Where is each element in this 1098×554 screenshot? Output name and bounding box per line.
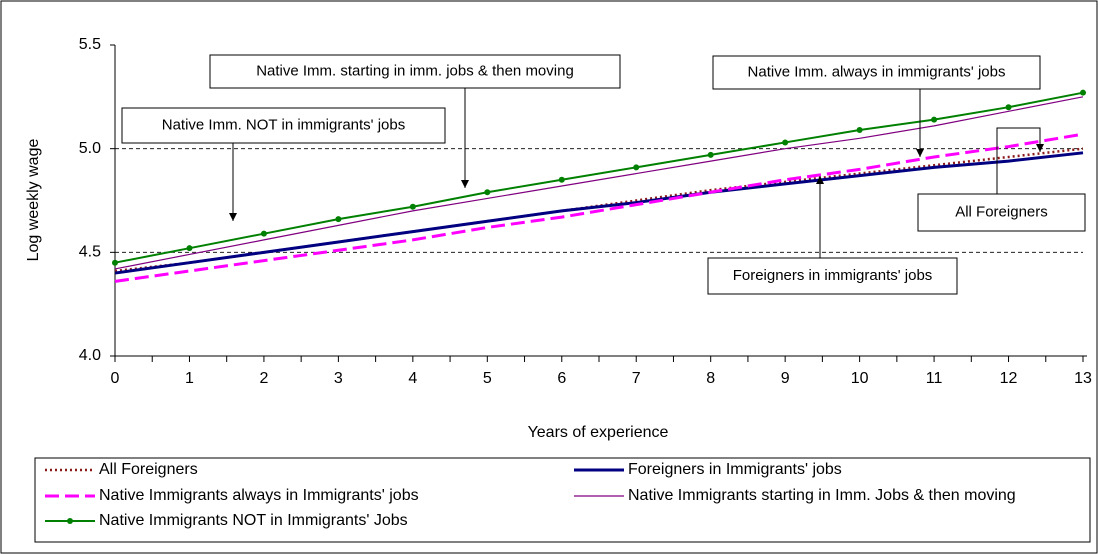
data-point <box>335 216 342 223</box>
data-point <box>1080 89 1086 96</box>
y-tick-label: 5.5 <box>79 36 101 53</box>
series-line <box>114 91 1084 264</box>
x-tick-label: 9 <box>781 370 790 387</box>
data-point <box>186 245 193 252</box>
data-point <box>558 176 565 183</box>
data-point <box>112 259 118 266</box>
legend-label: All Foreigners <box>99 461 198 478</box>
x-tick-label: 8 <box>706 370 715 387</box>
y-tick-label: 4.0 <box>79 347 101 364</box>
data-point <box>931 116 938 123</box>
data-point <box>1005 104 1012 111</box>
annotation: Foreigners in immigrants' jobs <box>733 267 933 284</box>
x-tick-label: 1 <box>185 370 194 387</box>
x-tick-label: 13 <box>1074 370 1092 387</box>
data-point <box>260 230 267 237</box>
x-axis-label: Years of experience <box>528 424 669 441</box>
annotation-box <box>707 257 958 295</box>
data-point <box>707 151 714 158</box>
x-tick-label: 7 <box>632 370 641 387</box>
x-tick-label: 3 <box>334 370 343 387</box>
x-tick-label: 5 <box>483 370 492 387</box>
series-line <box>114 96 1084 270</box>
legend-label: Native Immigrants always in Immigrants' … <box>99 487 419 504</box>
annotation-box <box>121 107 446 144</box>
x-tick-label: 2 <box>259 370 268 387</box>
series-line <box>114 132 1084 283</box>
data-point <box>484 189 491 196</box>
annotation: Native Imm. starting in imm. jobs & then… <box>256 62 574 79</box>
x-tick-label: 4 <box>408 370 417 387</box>
x-tick-label: 11 <box>926 370 943 387</box>
legend <box>34 457 1091 543</box>
annotation: All Foreigners <box>955 203 1048 220</box>
data-point <box>409 203 416 210</box>
x-tick-label: 12 <box>1000 370 1018 387</box>
data-point <box>782 139 789 146</box>
legend-marker <box>67 518 73 524</box>
series-line <box>114 151 1084 275</box>
annotation-arrow <box>996 127 1044 194</box>
annotation-box <box>712 55 1041 90</box>
legend-label: Foreigners in Immigrants' jobs <box>628 461 842 478</box>
data-point <box>856 127 863 134</box>
y-axis-label: Log weekly wage <box>25 139 42 262</box>
annotation: Native Imm. NOT in immigrants' jobs <box>162 116 405 133</box>
x-tick-label: 0 <box>111 370 120 387</box>
data-point <box>633 164 640 171</box>
annotation-box <box>917 193 1086 232</box>
legend-label: Native Immigrants starting in Imm. Jobs … <box>628 487 1016 504</box>
annotation-box <box>209 54 621 89</box>
legend-label: Native Immigrants NOT in Immigrants' Job… <box>99 512 408 529</box>
annotation: Native Imm. always in immigrants' jobs <box>748 63 1006 80</box>
y-tick-label: 5.0 <box>79 140 101 157</box>
x-tick-label: 6 <box>557 370 566 387</box>
x-tick-label: 10 <box>851 370 869 387</box>
y-tick-label: 4.5 <box>79 244 101 261</box>
